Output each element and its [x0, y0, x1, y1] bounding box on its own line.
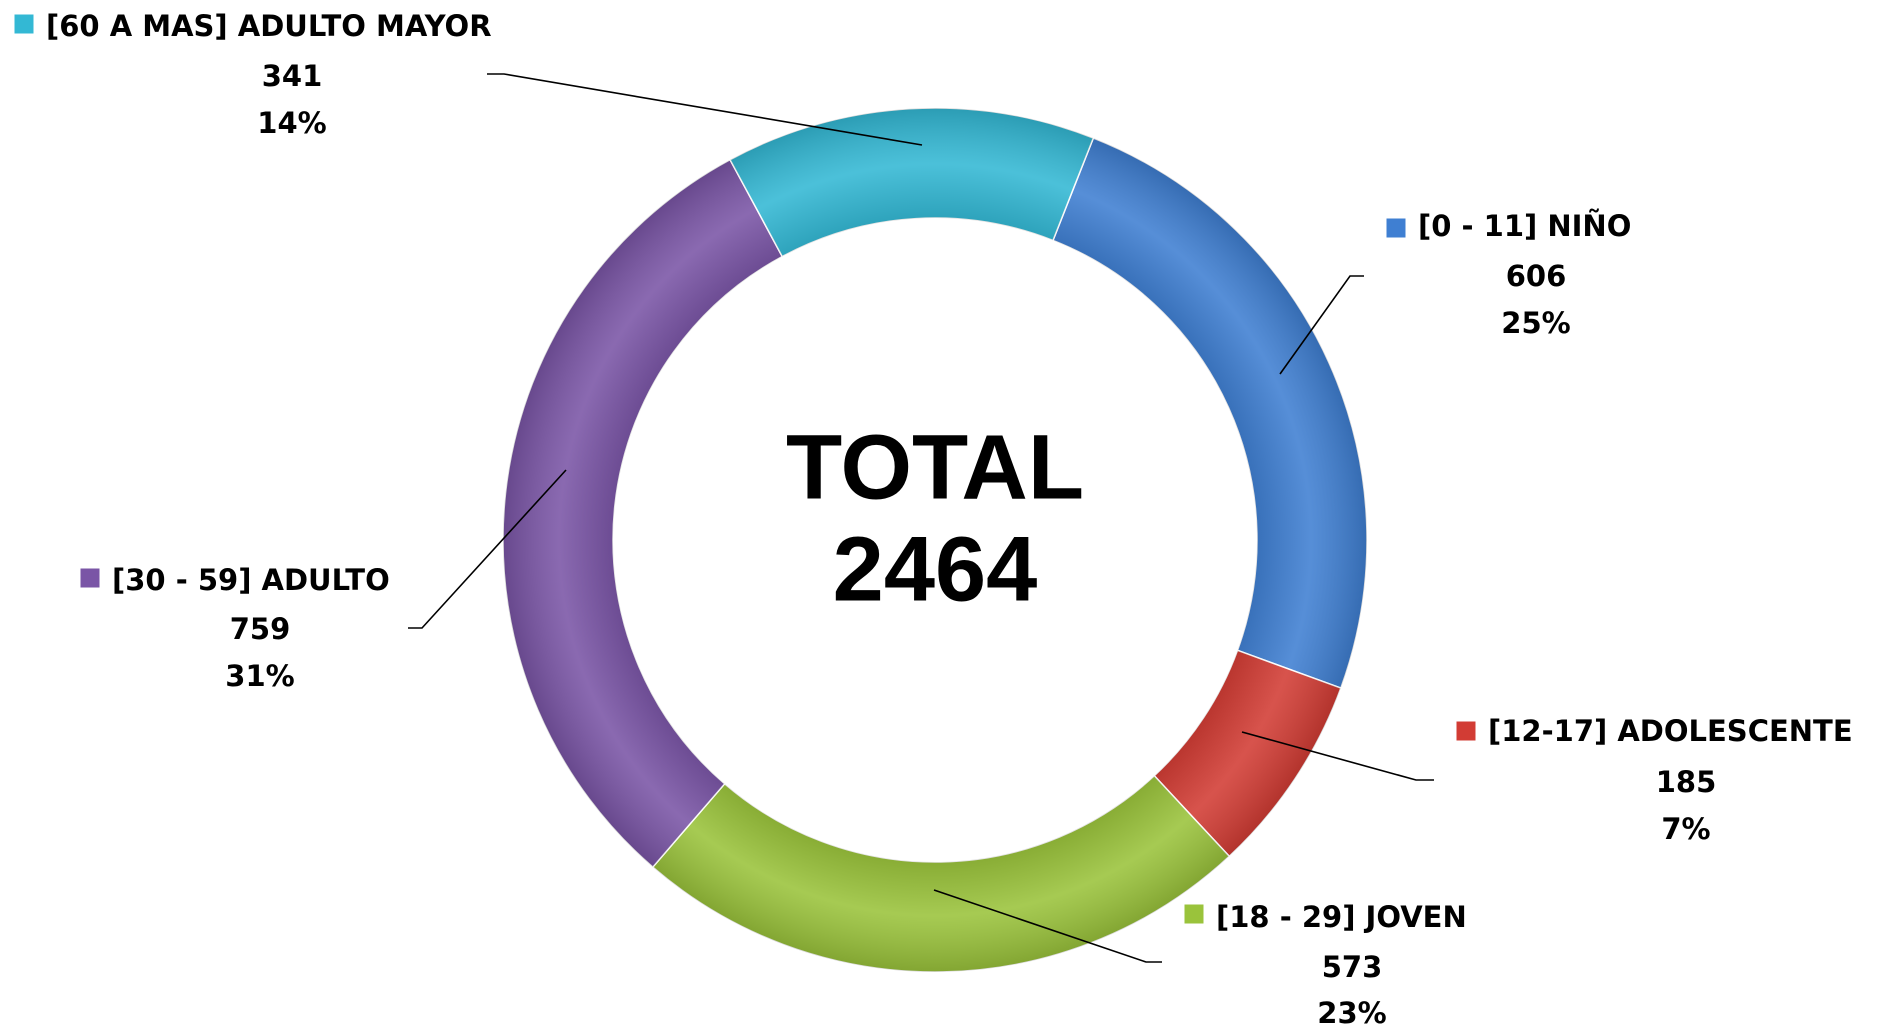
- segment-percent: 14%: [257, 106, 326, 140]
- segment-shade: [1154, 650, 1341, 857]
- segment-percent: 7%: [1661, 812, 1710, 846]
- leader-line: [408, 469, 567, 629]
- legend-marker: [1455, 720, 1477, 742]
- center-total: 2464: [833, 518, 1038, 620]
- segment-percent: 25%: [1501, 306, 1570, 340]
- segment-value: 606: [1506, 259, 1567, 293]
- segment-percent: 31%: [225, 659, 294, 693]
- leader-line: [487, 73, 923, 146]
- segment-name: [18 - 29] JOVEN: [1216, 900, 1467, 934]
- segment-value: 185: [1656, 765, 1717, 799]
- legend-marker: [79, 567, 101, 589]
- leader-line: [1279, 275, 1364, 375]
- legend-marker: [13, 13, 35, 35]
- segment-name: [12-17] ADOLESCENTE: [1488, 714, 1853, 748]
- segment-name: [30 - 59] ADULTO: [112, 563, 390, 597]
- segment-value: 759: [230, 612, 291, 646]
- segment-name: [0 - 11] NIÑO: [1418, 209, 1631, 243]
- legend-marker: [1183, 903, 1205, 925]
- segment-shade: [652, 775, 1230, 972]
- segment-value: 573: [1322, 950, 1383, 984]
- leader-line: [1241, 731, 1434, 781]
- segment-value: 341: [262, 59, 323, 93]
- segment-percent: 23%: [1317, 996, 1386, 1029]
- leader-line: [933, 889, 1162, 963]
- center-label: TOTAL: [786, 416, 1084, 518]
- legend-marker: [1385, 217, 1407, 239]
- segment-shade: [730, 108, 1094, 257]
- segment-shade: [502, 159, 783, 868]
- segment-name: [60 A MAS] ADULTO MAYOR: [46, 9, 492, 43]
- segment-shade: [1053, 138, 1367, 689]
